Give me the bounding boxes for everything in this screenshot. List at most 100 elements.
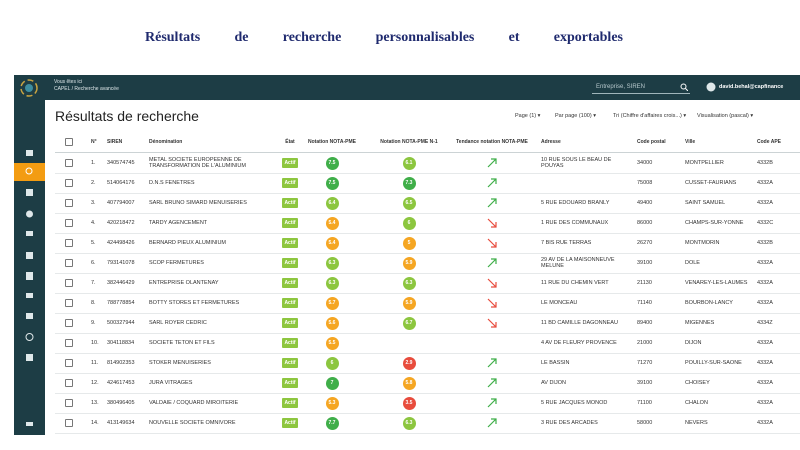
- row-checkbox[interactable]: [65, 299, 73, 307]
- trend-arrow: [487, 298, 497, 308]
- row-checkbox[interactable]: [65, 359, 73, 367]
- status-badge: Actif: [282, 378, 298, 388]
- row-checkbox[interactable]: [65, 339, 73, 347]
- row-divider: [55, 373, 800, 374]
- top-bar: Vous êtes ici CAPEL / Recherche avancée …: [14, 75, 800, 100]
- row-checkbox[interactable]: [65, 199, 73, 207]
- column-header[interactable]: État: [285, 139, 295, 145]
- toolbar-dropdown[interactable]: Par page (100) ▾: [555, 113, 596, 119]
- company-name[interactable]: TARDY AGENCEMENT: [149, 219, 208, 226]
- column-header[interactable]: Code postal: [637, 139, 666, 145]
- address: 1 RUE DES COMMUNAUX: [541, 219, 609, 226]
- company-name[interactable]: NOUVELLE SOCIETE OMNIVORE: [149, 419, 236, 426]
- siren: 788778854: [107, 299, 135, 306]
- column-header[interactable]: N°: [91, 139, 97, 145]
- row-checkbox[interactable]: [65, 219, 73, 227]
- column-header[interactable]: Notation NOTA-PME N-1: [380, 139, 438, 145]
- nav-briefcase[interactable]: [26, 313, 33, 319]
- row-checkbox[interactable]: [65, 259, 73, 267]
- row-checkbox[interactable]: [65, 159, 73, 167]
- row-divider: [55, 353, 800, 354]
- row-number: 8.: [91, 299, 96, 306]
- siren: 380496405: [107, 399, 135, 406]
- row-checkbox[interactable]: [65, 379, 73, 387]
- score-circle: 6.1: [402, 156, 416, 170]
- row-checkbox[interactable]: [65, 399, 73, 407]
- score-circle: 6.3: [325, 256, 339, 270]
- column-header[interactable]: SIREN: [107, 139, 123, 145]
- nav-logout[interactable]: [26, 422, 33, 426]
- nav-grid[interactable]: [26, 252, 33, 259]
- column-header[interactable]: Notation NOTA-PME: [308, 139, 356, 145]
- row-divider: [55, 393, 800, 394]
- company-name[interactable]: SARL BRUNO SIMARD MENUISERIES: [149, 199, 247, 206]
- nav-home[interactable]: [26, 150, 33, 156]
- company-name[interactable]: JURA VITRAGES: [149, 379, 193, 386]
- company-name[interactable]: SARL ROYER CEDRIC: [149, 319, 207, 326]
- score-circle: 6.3: [402, 416, 416, 430]
- score-circle: 5.9: [402, 256, 416, 270]
- select-all-checkbox[interactable]: [65, 138, 73, 146]
- column-header[interactable]: Ville: [685, 139, 696, 145]
- trend-arrow: [487, 158, 497, 168]
- user-name[interactable]: david.behal@capfinance: [719, 84, 784, 90]
- row-checkbox[interactable]: [65, 239, 73, 247]
- search-box[interactable]: Entreprise, SIREN: [592, 81, 690, 94]
- row-checkbox[interactable]: [65, 319, 73, 327]
- nav-alerts[interactable]: [26, 210, 33, 218]
- ape-code: 4332C: [757, 219, 774, 226]
- company-name[interactable]: METAL SOCIETE EUROPEENNE DE TRANSFORMATI…: [149, 156, 246, 170]
- toolbar-dropdown[interactable]: Tri (Chiffre d'affaires crois...) ▾: [613, 113, 687, 119]
- city: MONTMORIN: [685, 239, 720, 246]
- company-name[interactable]: SOCIETE TETON ET FILS: [149, 339, 215, 346]
- row-number: 13.: [91, 399, 99, 406]
- score-circle: 5.6: [325, 316, 339, 330]
- siren: 304118834: [107, 339, 135, 346]
- row-divider: [55, 333, 800, 334]
- postcode: 71270: [637, 359, 653, 366]
- company-name[interactable]: BERNARD PIEUX ALUMINIUM: [149, 239, 227, 246]
- score-circle: 5.9: [402, 296, 416, 310]
- toolbar-dropdown[interactable]: Visualisation (pascal) ▾: [697, 113, 754, 119]
- row-checkbox[interactable]: [65, 279, 73, 287]
- column-header[interactable]: Dénomination: [149, 139, 183, 145]
- siren: 424498426: [107, 239, 135, 246]
- ape-code: 4332B: [757, 159, 773, 166]
- trend-arrow: [487, 178, 497, 188]
- row-checkbox[interactable]: [65, 179, 73, 187]
- row-number: 3.: [91, 199, 96, 206]
- company-name[interactable]: ENTREPRISE OLANTENAY: [149, 279, 219, 286]
- nav-cloud[interactable]: [26, 231, 33, 236]
- row-checkbox[interactable]: [65, 419, 73, 427]
- row-divider: [55, 433, 800, 434]
- company-name[interactable]: BOTTY STORES ET FERMETURES: [149, 299, 240, 306]
- nav-users[interactable]: [26, 293, 33, 298]
- page-title: Résultats de recherche: [55, 108, 199, 124]
- company-name[interactable]: VALDAIE / COQUARD MIROITERIE: [149, 399, 239, 406]
- nav-search-active[interactable]: [14, 163, 45, 181]
- ape-code: 4332A: [757, 279, 773, 286]
- city: CHALON: [685, 399, 708, 406]
- siren: 793141078: [107, 259, 135, 266]
- search-icon: [680, 83, 688, 91]
- trend-arrow: [487, 278, 497, 288]
- status-badge: Actif: [282, 398, 298, 408]
- nav-help[interactable]: [25, 333, 34, 341]
- results-table: N° SIREN Dénomination État Notation NOTA-PME…: [45, 130, 800, 435]
- breadcrumb-path[interactable]: CAPEL / Recherche avancée: [54, 86, 119, 92]
- nav-report[interactable]: [26, 272, 33, 280]
- company-name[interactable]: D.N.S FENETRES: [149, 179, 195, 186]
- user-icon: [706, 82, 716, 92]
- address: 11 BD CAMILLE DAGONNEAU: [541, 319, 618, 326]
- company-name[interactable]: STOKER MENUISERIES: [149, 359, 211, 366]
- postcode: 86000: [637, 219, 653, 226]
- nav-docs[interactable]: [26, 189, 33, 196]
- nav-export[interactable]: [26, 354, 33, 361]
- postcode: 39100: [637, 379, 653, 386]
- column-header[interactable]: Tendance notation NOTA-PME: [456, 139, 528, 145]
- column-header[interactable]: Code APE: [757, 139, 781, 145]
- company-name[interactable]: SCOP FERMETURES: [149, 259, 204, 266]
- toolbar-dropdown[interactable]: Page (1) ▾: [515, 113, 541, 119]
- column-header[interactable]: Adresse: [541, 139, 561, 145]
